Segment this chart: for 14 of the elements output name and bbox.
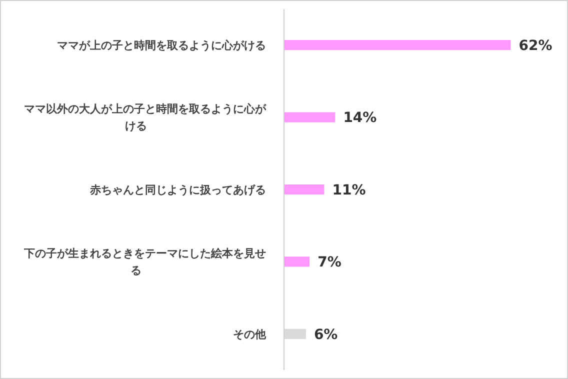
data-label: 6% xyxy=(314,326,338,343)
bar xyxy=(284,184,324,195)
bar xyxy=(284,40,511,50)
data-label: 11% xyxy=(332,182,366,198)
y-tick-label: その他 xyxy=(233,328,267,341)
y-tick-label: ママ以外の大人が上の子と時間を取るように心がける xyxy=(24,102,267,133)
y-tick-label: ママが上の子と時間を取るように心がける xyxy=(57,38,266,52)
data-label: 14% xyxy=(343,110,377,126)
bar xyxy=(284,256,310,267)
y-tick-label: 下の子が生まれるときをテーマにした絵本を見せる xyxy=(23,247,266,278)
data-label: 62% xyxy=(518,38,552,54)
bar xyxy=(284,112,336,122)
data-label: 7% xyxy=(318,254,342,271)
y-tick-label: 赤ちゃんと同じように扱ってあげる xyxy=(89,183,266,196)
